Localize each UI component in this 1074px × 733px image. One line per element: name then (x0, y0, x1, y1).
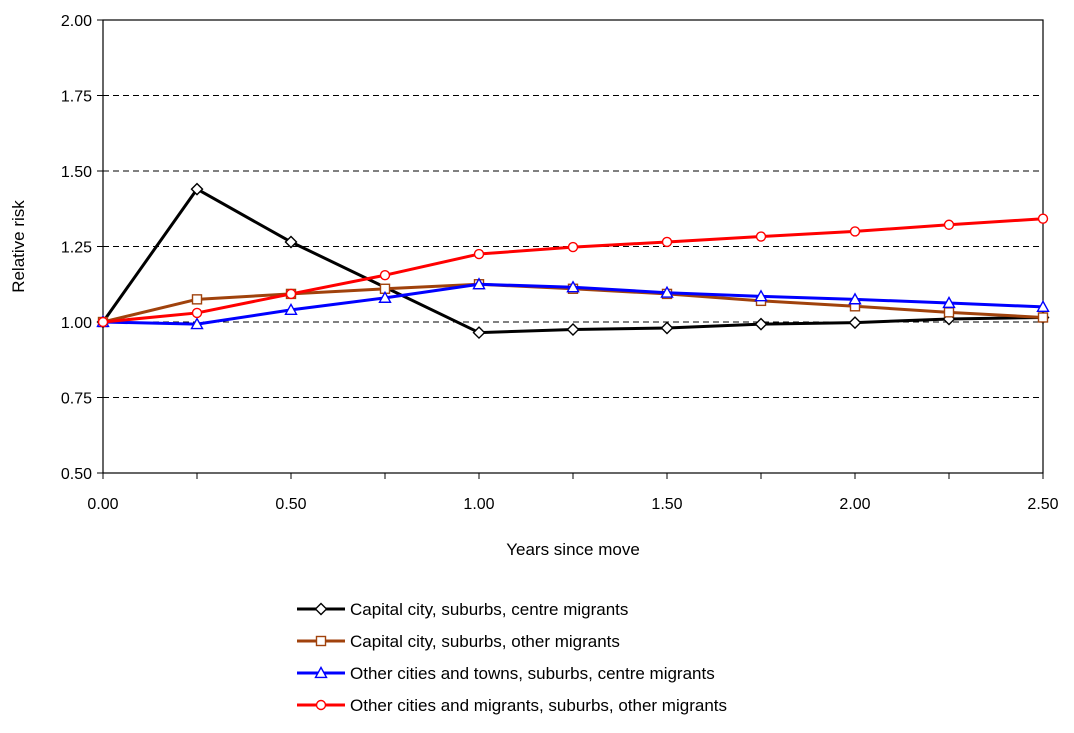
legend-marker (314, 666, 328, 679)
x-tick-label: 0.50 (275, 496, 306, 513)
data-point (97, 316, 109, 328)
data-point (567, 241, 579, 253)
series-0 (96, 182, 1050, 340)
data-point (848, 316, 862, 330)
legend-item-0: Capital city, suburbs, centre migrants (297, 600, 628, 619)
data-point (378, 290, 392, 303)
data-point (1036, 299, 1050, 312)
data-point (191, 307, 203, 319)
data-point (943, 307, 955, 318)
y-tick-label: 1.25 (61, 240, 92, 257)
legend-marker (315, 635, 327, 647)
y-tick-label: 0.75 (61, 391, 92, 408)
legend-marker (315, 699, 327, 711)
data-point (943, 219, 955, 230)
data-point (191, 294, 203, 305)
data-point (661, 236, 673, 248)
legend-label: Capital city, suburbs, centre migrants (350, 600, 628, 619)
y-tick-label: 1.50 (61, 164, 92, 181)
y-tick-label: 1.75 (61, 89, 92, 106)
legend-label: Other cities and migrants, suburbs, othe… (350, 696, 727, 715)
series-lines (96, 182, 1050, 340)
x-tick-label: 1.50 (651, 496, 682, 513)
data-point (284, 302, 298, 316)
legend-label: Capital city, suburbs, other migrants (350, 632, 620, 651)
data-point (473, 248, 485, 260)
x-tick-label: 0.00 (87, 496, 118, 513)
legend: Capital city, suburbs, centre migrants Ca… (297, 600, 727, 715)
x-tick-label: 2.00 (839, 496, 870, 513)
y-axis-title: Relative risk (9, 200, 28, 293)
series-3 (97, 213, 1049, 328)
data-point (379, 269, 391, 281)
data-point (942, 296, 956, 309)
data-point (1037, 312, 1049, 323)
series-2 (96, 277, 1050, 330)
data-point (472, 326, 486, 340)
data-point (660, 285, 674, 298)
data-point (848, 292, 862, 305)
y-tick-label: 0.50 (61, 466, 92, 483)
data-point (472, 277, 486, 290)
legend-item-1: Capital city, suburbs, other migrants (297, 632, 620, 651)
legend-item-2: Other cities and towns, suburbs, centre … (297, 664, 715, 683)
series-line-0 (101, 187, 1044, 335)
legend-item-3: Other cities and migrants, suburbs, othe… (297, 696, 727, 715)
data-point (285, 288, 297, 300)
data-point (284, 235, 298, 249)
x-axis-title: Years since move (506, 540, 640, 559)
y-tick-label: 2.00 (61, 13, 92, 30)
data-point (754, 317, 768, 331)
data-point (660, 321, 674, 335)
y-tick-label: 1.00 (61, 315, 92, 332)
legend-label: Other cities and towns, suburbs, centre … (350, 664, 715, 683)
data-point (190, 182, 204, 196)
x-tick-label: 2.50 (1027, 496, 1058, 513)
axis-ticks: 0.50 0.75 1.00 1.25 1.50 1.75 2.00 0.00 0.50 1.00… (61, 13, 1059, 513)
data-point (566, 280, 580, 293)
x-tick-label: 1.00 (463, 496, 494, 513)
legend-marker (314, 602, 328, 616)
data-point (566, 323, 580, 337)
data-point (755, 231, 767, 242)
data-point (190, 317, 204, 330)
data-point (849, 226, 861, 237)
data-point (1037, 213, 1049, 224)
series-line-3 (102, 217, 1044, 324)
data-point (754, 289, 768, 302)
